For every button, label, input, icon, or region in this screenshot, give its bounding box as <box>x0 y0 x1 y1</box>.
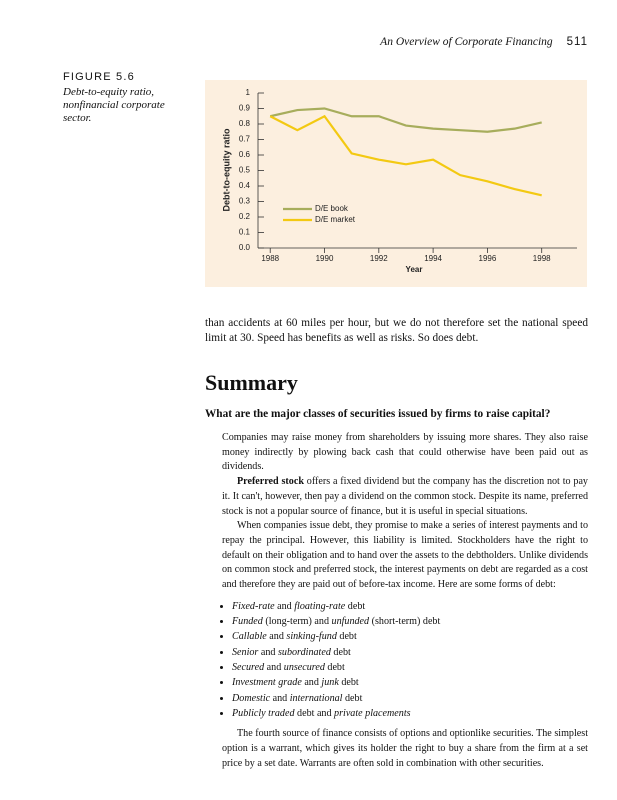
intro-paragraph: than accidents at 60 miles per hour, but… <box>205 317 588 344</box>
bullet: Investment grade and junk debt <box>232 675 588 690</box>
bullet-text: Investment grade <box>232 677 302 689</box>
bullet-text: and <box>264 661 284 673</box>
y-tick-label: 0.8 <box>239 119 251 128</box>
x-tick-label: 1994 <box>424 254 442 263</box>
bullet-text: (long-term) and <box>262 616 332 628</box>
bullet-text: unsecured <box>283 661 325 673</box>
bullet-text: Fixed-rate <box>232 600 275 612</box>
bullet: Senior and subordinated debt <box>232 645 588 660</box>
bullet-text: and <box>266 631 287 643</box>
y-tick-label: 0.4 <box>239 181 251 190</box>
y-tick-label: 0.1 <box>239 228 251 237</box>
bullet-text: international <box>289 692 343 704</box>
bullet-text: subordinated <box>277 646 331 658</box>
term: Preferred stock <box>237 476 304 488</box>
paragraph: The fourth source of finance consists of… <box>222 728 588 769</box>
x-tick-label: 1990 <box>316 254 334 263</box>
bullet-text: (short-term) debt <box>369 616 441 628</box>
bullet-text: sinking-fund <box>286 631 337 643</box>
x-tick-label: 1988 <box>261 254 279 263</box>
bullet-list: Fixed-rate and floating-rate debtFunded … <box>222 599 588 721</box>
figure-caption: Debt-to-equity ratio, nonfinancial corpo… <box>63 86 165 124</box>
data-line <box>269 114 542 197</box>
bullet-text: junk <box>321 677 339 689</box>
paragraph: Preferred stock offers a fixed dividend … <box>222 475 588 519</box>
y-tick-label: 0.9 <box>239 104 251 113</box>
bullet-text: Senior <box>232 646 259 658</box>
y-tick-label: 0.3 <box>239 197 251 206</box>
bullet-text: Domestic <box>232 692 271 704</box>
question: What are the major classes of securities… <box>205 408 551 420</box>
bullet: Fixed-rate and floating-rate debt <box>232 599 588 614</box>
paragraph: When companies issue debt, they promise … <box>222 520 588 591</box>
bullet: Callable and sinking-fund debt <box>232 629 588 644</box>
y-tick-label: 0.0 <box>239 243 251 252</box>
bullet-text: unfunded <box>331 616 370 628</box>
bullet-text: Funded <box>232 616 263 628</box>
bullet-text: debt <box>330 646 351 658</box>
bullet-text: and <box>301 677 322 689</box>
bullet-text: debt <box>338 677 359 689</box>
x-tick-label: 1998 <box>533 254 551 263</box>
figure-label: FIGURE 5.6 <box>63 71 135 83</box>
running-title: An Overview of Corporate Financing <box>380 36 553 48</box>
data-line <box>269 107 542 133</box>
paragraph: Companies may raise money from sharehold… <box>222 432 588 473</box>
bullet-text: Publicly traded <box>232 707 295 719</box>
text: offers a fixed dividend but the company … <box>222 476 588 517</box>
y-tick-label: 0.5 <box>239 166 251 175</box>
y-tick-label: 1 <box>246 88 251 97</box>
bullet-text: debt <box>345 600 366 612</box>
bullet-text: and <box>274 600 295 612</box>
summary-text: Companies may raise money from sharehold… <box>222 431 588 771</box>
summary-heading: Summary <box>205 370 298 395</box>
bullet-text: private placements <box>334 707 411 719</box>
x-tick-label: 1996 <box>479 254 497 263</box>
bullet-text: debt and <box>294 707 335 719</box>
page-number: 511 <box>566 36 588 48</box>
bullet-text: and <box>270 692 290 704</box>
running-header: An Overview of Corporate Financing 511 <box>380 36 588 48</box>
bullet-text: Callable <box>232 631 267 643</box>
bullet: Funded (long-term) and unfunded (short-t… <box>232 614 588 629</box>
bullet-text: and <box>258 646 278 658</box>
bullet-text: floating-rate <box>294 600 346 612</box>
bullet-text: debt <box>324 661 345 673</box>
y-tick-label: 0.2 <box>239 212 251 221</box>
chart-background <box>205 80 587 287</box>
x-axis-title: Year <box>406 265 423 274</box>
y-tick-label: 0.6 <box>239 150 251 159</box>
bullet: Publicly traded debt and private placeme… <box>232 706 588 721</box>
bullet: Domestic and international debt <box>232 691 588 706</box>
x-tick-label: 1992 <box>370 254 388 263</box>
chart: Debt-to-equity ratio Year 0.0 0.1 0.2 0.3 0.… <box>205 80 587 287</box>
y-axis-title: Debt-to-equity ratio <box>221 128 231 211</box>
legend-label: D/E market <box>315 215 356 224</box>
bullet-text: Secured <box>232 661 265 673</box>
bullet-text: debt <box>336 631 357 643</box>
y-tick-label: 0.7 <box>239 135 251 144</box>
legend-label: D/E book <box>315 204 349 213</box>
bullet: Secured and unsecured debt <box>232 660 588 675</box>
bullet-text: debt <box>342 692 363 704</box>
